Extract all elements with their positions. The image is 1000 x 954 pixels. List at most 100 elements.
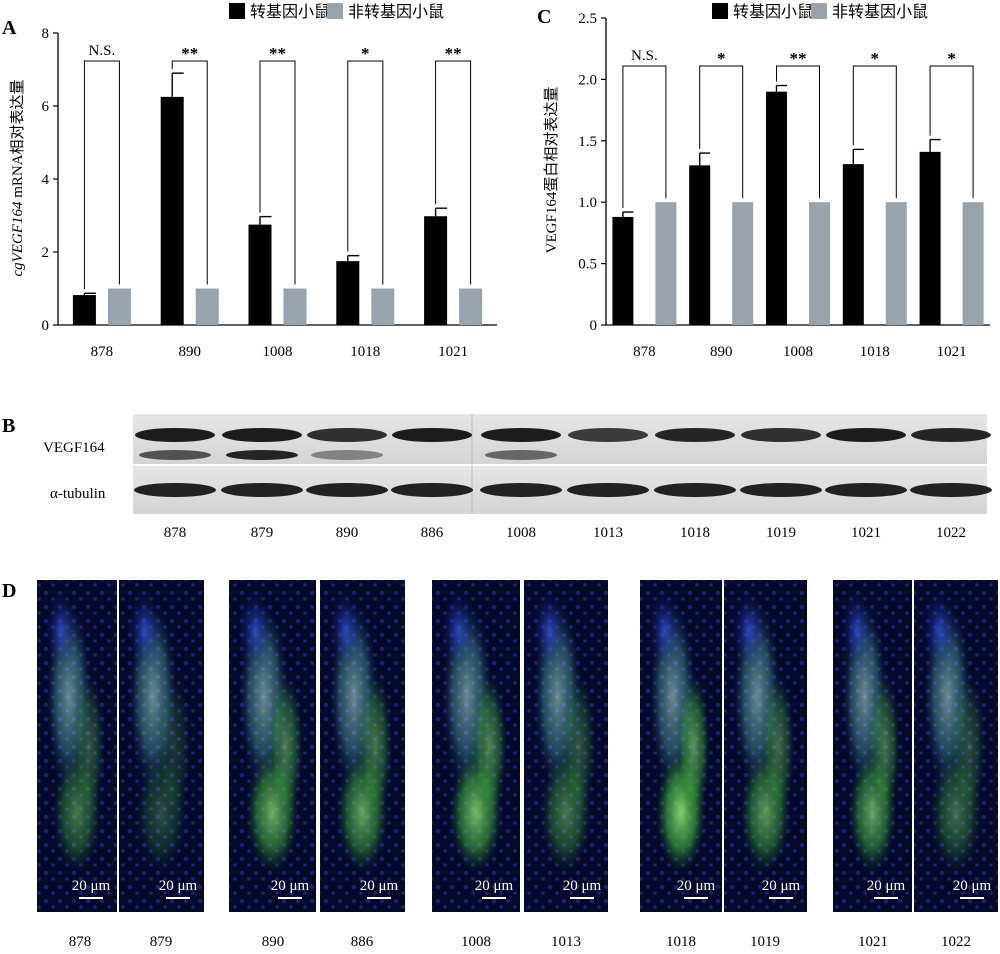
blot-lane-label: 1022 — [936, 525, 966, 541]
blot-band-vegf — [655, 428, 735, 442]
significance-bracket — [83, 60, 120, 290]
blot-band-vegf — [307, 428, 387, 442]
chart-a-ylabel: cgVEGF164 mRNA相对表达量 — [9, 79, 26, 276]
micrograph: 20 μm — [724, 580, 807, 912]
blot-row-label: VEGF164 — [43, 440, 105, 456]
blot-band-tubulin — [480, 483, 562, 497]
x-tick-label: 1008 — [783, 344, 813, 360]
blot-band-secondary — [485, 450, 557, 460]
bar — [612, 216, 634, 325]
significance-label: * — [361, 44, 370, 63]
bar — [689, 165, 711, 325]
blot-band-tubulin — [567, 483, 649, 497]
legend-swatch-transgenic — [712, 3, 728, 19]
blot-band-tubulin — [134, 483, 216, 497]
legend-swatch-nontransgenic — [327, 3, 343, 19]
blot-band-vegf — [826, 428, 906, 442]
x-tick-label: 878 — [91, 344, 114, 360]
micrograph: 20 μm — [229, 580, 316, 912]
blot-lane-label: 879 — [251, 525, 274, 541]
blot-lane-label: 1013 — [593, 525, 623, 541]
chart-c: 0 0.5 1.0 1.5 2.0 2.5 N.S. 878 * 890 ** 1008 * 1018 * 1… — [578, 11, 990, 360]
micrograph: 20 μm — [119, 580, 204, 912]
chart-c-ylabel: VEGF164蛋白相对表达量 — [543, 87, 560, 254]
bar — [195, 288, 219, 325]
significance-label: ** — [445, 44, 462, 63]
legend-label-transgenic: 转基因小鼠 — [733, 3, 813, 21]
micrograph-green-region — [358, 672, 393, 820]
bar — [459, 288, 483, 325]
micrograph-blue-region — [922, 589, 956, 670]
micrograph-green-region — [868, 672, 901, 820]
legend-a: 转基因小鼠 非转基因小鼠 — [229, 3, 444, 21]
scale-bar-label: 20 μm — [360, 878, 399, 894]
y-tick-label: 2.0 — [578, 72, 597, 88]
micrograph-blue-region — [127, 589, 162, 670]
y-tick-label: 2 — [42, 245, 50, 261]
scale-bar-label: 20 μm — [677, 878, 716, 894]
significance-label: ** — [181, 44, 198, 63]
bar — [732, 202, 754, 325]
micrograph-green-region — [471, 672, 507, 820]
micrograph-blue-region — [532, 589, 566, 670]
x-tick-label: 1008 — [263, 344, 293, 360]
blot-band-tubulin — [654, 483, 736, 497]
micrograph-blue-region — [45, 589, 77, 670]
significance-label: N.S. — [631, 48, 658, 64]
chart-a: 0 2 4 6 8 N.S. 878 ** 890 ** 1008 * 1018 ** 1021 — [42, 26, 497, 360]
x-tick-label: 878 — [633, 344, 656, 360]
significance-bracket — [622, 65, 667, 209]
micrograph-green-region — [951, 672, 986, 820]
blot-band-vegf — [135, 428, 215, 442]
micrograph-sample-label: 1019 — [750, 934, 780, 950]
x-tick-label: 1021 — [438, 344, 468, 360]
blot-band-vegf — [392, 428, 472, 442]
scale-bar-label: 20 μm — [271, 878, 310, 894]
bar — [336, 261, 360, 325]
scale-bar-label: 20 μm — [762, 878, 801, 894]
bar — [962, 202, 984, 325]
micrograph-blue-region — [237, 589, 273, 670]
y-tick-label: 0 — [42, 318, 50, 334]
bar — [72, 295, 96, 325]
blot-lane-label: 1021 — [851, 525, 881, 541]
blot-lane-label: 886 — [421, 525, 444, 541]
significance-bracket — [171, 60, 208, 285]
micrograph-sample-label: 1018 — [666, 934, 696, 950]
scale-bar-label: 20 μm — [475, 878, 514, 894]
legend-swatch-transgenic — [229, 3, 245, 19]
panel-letter-c: C — [537, 6, 551, 28]
bar — [424, 216, 448, 325]
micrograph: 20 μm — [320, 580, 405, 912]
bar — [160, 96, 184, 325]
legend-label-transgenic: 转基因小鼠 — [250, 3, 330, 21]
scale-bar-label: 20 μm — [159, 878, 198, 894]
micrograph: 20 μm — [37, 580, 117, 912]
x-tick-label: 890 — [178, 344, 201, 360]
micrograph-blue-region — [732, 589, 766, 670]
blot-band-tubulin — [391, 483, 473, 497]
blot-bands — [134, 428, 992, 497]
x-tick-label: 1018 — [860, 344, 890, 360]
legend-label-nontransgenic: 非转基因小鼠 — [348, 3, 444, 21]
blot-lane-label: 878 — [164, 525, 187, 541]
significance-bracket — [347, 60, 384, 285]
micrograph-green-region — [157, 672, 192, 820]
micrograph: 20 μm — [432, 580, 520, 912]
scale-bar-label: 20 μm — [72, 878, 111, 894]
micrograph-blue-region — [648, 589, 681, 670]
bar — [371, 288, 395, 325]
micrograph: 20 μm — [833, 580, 912, 912]
scale-bar-label: 20 μm — [953, 878, 992, 894]
micrograph-sample-label: 1021 — [858, 934, 888, 950]
blot-band-secondary — [226, 450, 298, 460]
blot-lane-label: 890 — [336, 525, 359, 541]
y-tick-label: 2.5 — [578, 11, 597, 27]
significance-label: N.S. — [89, 43, 116, 59]
y-tick-label: 1.5 — [578, 134, 597, 150]
micrograph-sample-label: 1022 — [941, 934, 971, 950]
western-blot: VEGF164 α-tubulin 878 879 890 886 1008 1013 10… — [43, 414, 992, 541]
bar — [248, 224, 272, 325]
micrograph-sample-label: 890 — [262, 934, 285, 950]
